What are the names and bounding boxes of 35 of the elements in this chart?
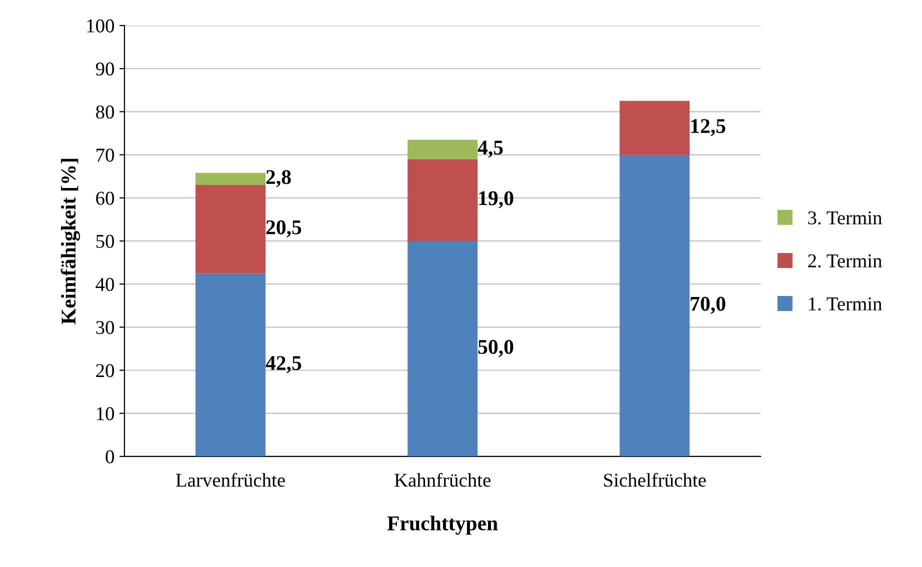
x-tick-label: Kahnfrüchte	[394, 472, 490, 487]
bar	[408, 159, 478, 241]
legend-label: 3. Termin	[808, 211, 882, 225]
data-label: 50,0	[478, 340, 514, 357]
bar	[620, 154, 690, 456]
bar	[620, 100, 690, 155]
y-axis-title: Keimfähigkeit [%]	[60, 158, 80, 324]
data-label: 20,5	[266, 220, 302, 238]
x-axis-title: Fruchttypen	[387, 516, 498, 535]
x-tick-label: Larvenfrüchte	[176, 472, 285, 487]
y-tick-label: 50	[96, 234, 114, 248]
y-tick-label: 40	[96, 278, 114, 292]
data-label: 42,5	[266, 356, 302, 374]
y-tick-label: 10	[97, 407, 114, 420]
data-label: 70,0	[690, 296, 726, 314]
y-tick-label: 70	[96, 148, 114, 162]
bar	[196, 184, 266, 274]
bar	[196, 172, 266, 185]
data-label: 4,5	[478, 140, 503, 158]
y-tick-label: 0	[106, 450, 114, 464]
y-tick-label: 30	[96, 320, 114, 334]
y-tick-label: 60	[96, 192, 114, 205]
legend-label: 1. Termin	[809, 297, 882, 311]
y-tick-label: 20	[96, 364, 114, 378]
y-tick-label: 80	[96, 106, 114, 119]
data-label: 12,5	[691, 119, 726, 136]
bar	[408, 140, 478, 160]
y-tick-label: 90	[96, 62, 114, 76]
data-label: 19,0	[479, 191, 514, 208]
bar	[408, 240, 478, 456]
y-tick-label: 100	[87, 19, 114, 32]
legend-label: 2. Termin	[808, 254, 882, 268]
x-tick-label: Sichelfrüchte	[604, 472, 706, 487]
data-label: 2,8	[266, 170, 291, 188]
bar	[196, 273, 266, 456]
